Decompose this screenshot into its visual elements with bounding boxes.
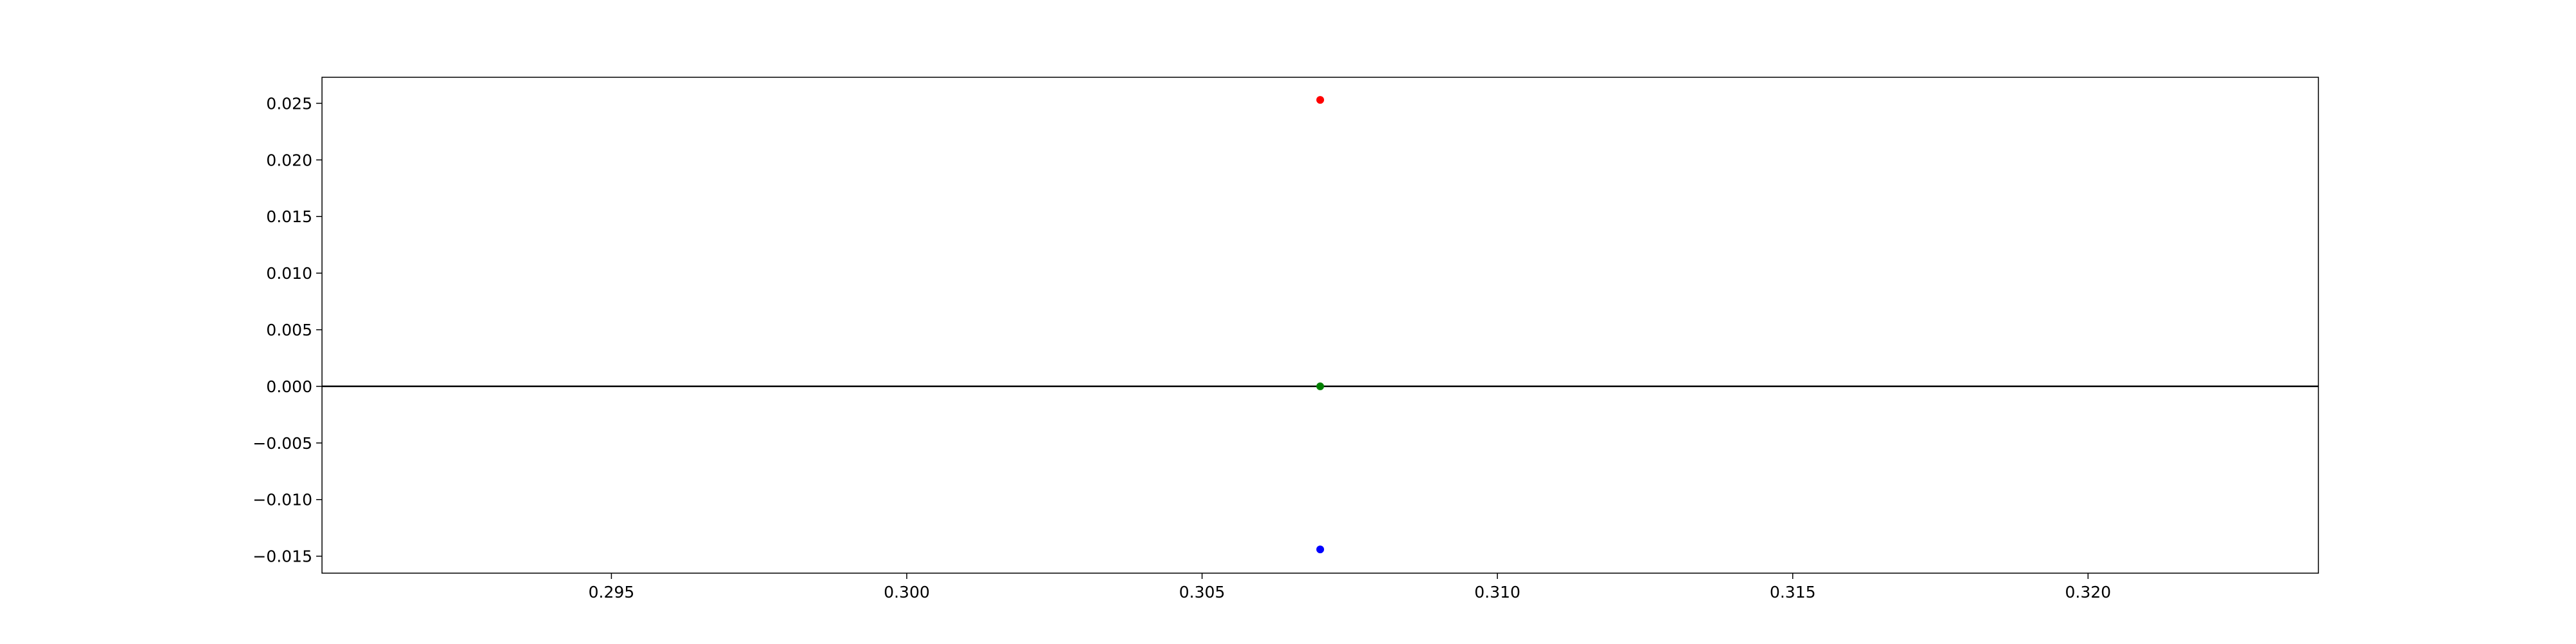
plot-frame — [321, 77, 2319, 574]
y-tick-label: 0.000 — [266, 377, 312, 396]
scatter-point-2 — [1316, 382, 1324, 390]
scatter-point-3 — [1316, 545, 1324, 554]
x-tick-label: 0.315 — [1770, 583, 1816, 601]
y-tick-label: −0.010 — [252, 491, 312, 509]
y-tick-label: 0.015 — [266, 207, 312, 226]
y-tick-label: −0.015 — [252, 547, 312, 566]
y-tick-label: 0.020 — [266, 151, 312, 169]
scatter-point-1 — [1316, 96, 1324, 104]
x-tick-label: 0.320 — [2065, 583, 2112, 601]
x-tick-label: 0.300 — [884, 583, 930, 601]
y-axis: −0.015 −0.010 −0.005 0.000 0.005 0.010 0.015 0.… — [252, 94, 322, 566]
x-tick-label: 0.295 — [589, 583, 635, 601]
x-axis: 0.295 0.300 0.305 0.310 0.315 0.320 — [589, 573, 2111, 601]
x-tick-label: 0.310 — [1474, 583, 1520, 601]
y-tick-label: 0.005 — [266, 321, 312, 339]
y-tick-label: −0.005 — [252, 434, 312, 453]
plot-area — [322, 96, 2318, 554]
x-tick-label: 0.305 — [1179, 583, 1226, 601]
y-tick-label: 0.025 — [266, 94, 312, 113]
y-tick-label: 0.010 — [266, 264, 312, 283]
